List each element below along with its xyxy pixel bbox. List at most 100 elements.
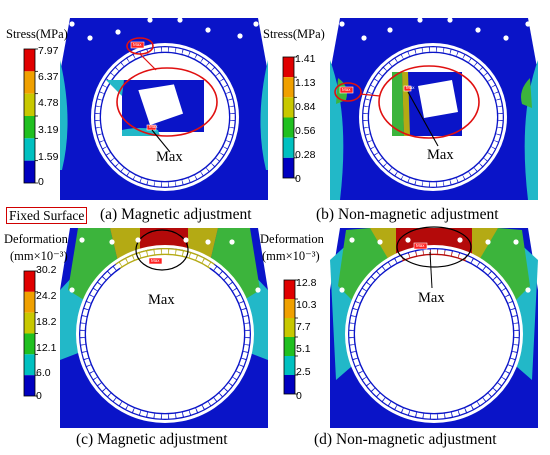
panel-c-right-green bbox=[210, 228, 260, 300]
panel-a-tooth bbox=[200, 167, 209, 176]
panel-a-tooth bbox=[200, 58, 209, 67]
panel-a-tooth bbox=[161, 182, 169, 187]
panel-d-tick-1: 10.3 bbox=[296, 299, 317, 311]
panel-d-tooth bbox=[444, 250, 452, 256]
panel-b-tooth bbox=[498, 113, 503, 121]
panel-b-tooth bbox=[491, 85, 499, 94]
panel-b-tooth bbox=[379, 67, 387, 76]
panel-d-max-ellipse bbox=[396, 226, 472, 268]
panel-d-tooth bbox=[408, 251, 417, 258]
panel-c-max-tag bbox=[148, 257, 163, 265]
panel-d-left-green bbox=[338, 228, 394, 310]
panel-c-tooth bbox=[239, 358, 246, 366]
panel-c-tooth bbox=[208, 262, 217, 271]
panel-d-tooth bbox=[444, 412, 452, 418]
panel-d-bolt-hole bbox=[405, 237, 411, 243]
panel-b-bolt-hole bbox=[339, 21, 345, 27]
panel-b-tooth bbox=[408, 49, 416, 56]
panel-d-tooth bbox=[493, 383, 501, 391]
panel-d-tooth bbox=[477, 397, 486, 406]
panel-a-tooth bbox=[106, 73, 115, 82]
panel-c-tooth bbox=[102, 271, 111, 280]
panel-c-tooth bbox=[102, 388, 111, 397]
panel-d-tooth bbox=[402, 408, 410, 415]
panel-c-tooth bbox=[90, 288, 98, 297]
panel-b-bolt-hole bbox=[525, 21, 531, 27]
panel-b-tooth bbox=[422, 181, 430, 187]
panel-d-tooth bbox=[497, 282, 506, 291]
panel-a-bolt-hole bbox=[69, 21, 75, 27]
panel-b-tooth bbox=[468, 58, 477, 67]
panel-c-tooth bbox=[108, 267, 116, 275]
panel-c-tooth bbox=[224, 383, 232, 391]
panel-c-tooth bbox=[113, 397, 122, 406]
panel-c-tooth bbox=[93, 377, 102, 386]
panel-a-window bbox=[138, 84, 184, 126]
panel-a-tooth bbox=[215, 73, 224, 82]
panel-d-tooth bbox=[382, 262, 391, 271]
panel-b-tick-0: 1.41 bbox=[295, 53, 316, 65]
panel-b-tooth bbox=[374, 152, 383, 161]
panel-d-max-pointer bbox=[429, 251, 433, 289]
panel-b-source-ellipse bbox=[334, 82, 362, 102]
panel-b-legend-swatch bbox=[283, 97, 294, 118]
panel-d-tick-2: 7.7 bbox=[296, 321, 311, 333]
panel-b-tooth bbox=[479, 158, 487, 167]
panel-d-tooth bbox=[510, 308, 517, 317]
panel-d-tooth bbox=[353, 302, 360, 310]
panel-d-tooth bbox=[395, 255, 403, 263]
panel-b-window bbox=[418, 80, 458, 118]
panel-d-tooth bbox=[382, 397, 391, 406]
panel-a-tooth bbox=[97, 134, 104, 142]
panel-b-tooth bbox=[497, 120, 503, 128]
panel-d-bore bbox=[355, 255, 513, 413]
panel-c-legend-swatch bbox=[24, 271, 35, 292]
panel-b-tooth bbox=[443, 180, 451, 186]
panel-b-tooth bbox=[370, 146, 379, 155]
panel-d-tooth bbox=[488, 388, 497, 397]
panel-a-tooth bbox=[206, 163, 215, 171]
panel-d-tooth bbox=[430, 414, 438, 419]
panel-b-tooth bbox=[462, 54, 471, 63]
panel-c-tooth bbox=[86, 365, 94, 373]
panel-a-max-tag-text: Max bbox=[149, 124, 158, 129]
panel-d-tooth bbox=[437, 249, 445, 255]
panel-c-tick-0: 30.2 bbox=[36, 264, 57, 276]
panel-a-tooth bbox=[161, 47, 169, 52]
panel-c-tooth bbox=[244, 337, 250, 345]
panel-c-tooth bbox=[236, 365, 244, 373]
panel-c-tooth bbox=[90, 371, 98, 380]
panel-d-tooth bbox=[493, 277, 501, 285]
panel-a-bolt-hole bbox=[205, 27, 211, 33]
panel-d-max-tag-text: Max bbox=[416, 243, 425, 248]
panel-c-tick-3: 12.1 bbox=[36, 342, 57, 354]
panel-b-tooth bbox=[487, 79, 496, 88]
panel-c-tooth bbox=[243, 316, 249, 324]
panel-d-tooth bbox=[512, 344, 518, 352]
panel-c-tooth bbox=[81, 344, 87, 352]
panel-c-tooth bbox=[224, 277, 232, 285]
panel-b-max-tag-text: Max bbox=[406, 85, 415, 90]
panel-d-tooth bbox=[355, 295, 363, 303]
panel-d-tick-4: 2.5 bbox=[296, 366, 311, 378]
panel-a-stress-plot: Max Max bbox=[60, 17, 268, 200]
panel-b-right-green bbox=[521, 78, 532, 108]
panel-c-tooth bbox=[82, 308, 89, 317]
panel-d-tooth bbox=[465, 255, 473, 263]
panel-a-tooth bbox=[95, 120, 101, 128]
panel-c-bolt-hole bbox=[69, 287, 75, 293]
panel-c-tooth bbox=[108, 393, 116, 401]
panel-c-tooth bbox=[241, 308, 248, 317]
panel-b-caption: (b) Non-magnetic adjustment bbox=[316, 206, 499, 223]
panel-d-tooth bbox=[350, 316, 356, 324]
panel-b-tick-2: 0.84 bbox=[295, 101, 316, 113]
panel-c-tooth bbox=[239, 302, 246, 310]
panel-c-tooth bbox=[147, 250, 155, 256]
panel-a-tick-4: 1.59 bbox=[38, 151, 59, 163]
panel-b-tick-4: 0.28 bbox=[295, 149, 316, 161]
panel-d-legend-swatch bbox=[284, 299, 295, 318]
panel-d-tooth bbox=[351, 308, 358, 317]
panel-b-tooth bbox=[494, 134, 501, 142]
panel-c-tooth bbox=[168, 249, 176, 255]
panel-d-tooth bbox=[501, 288, 509, 297]
